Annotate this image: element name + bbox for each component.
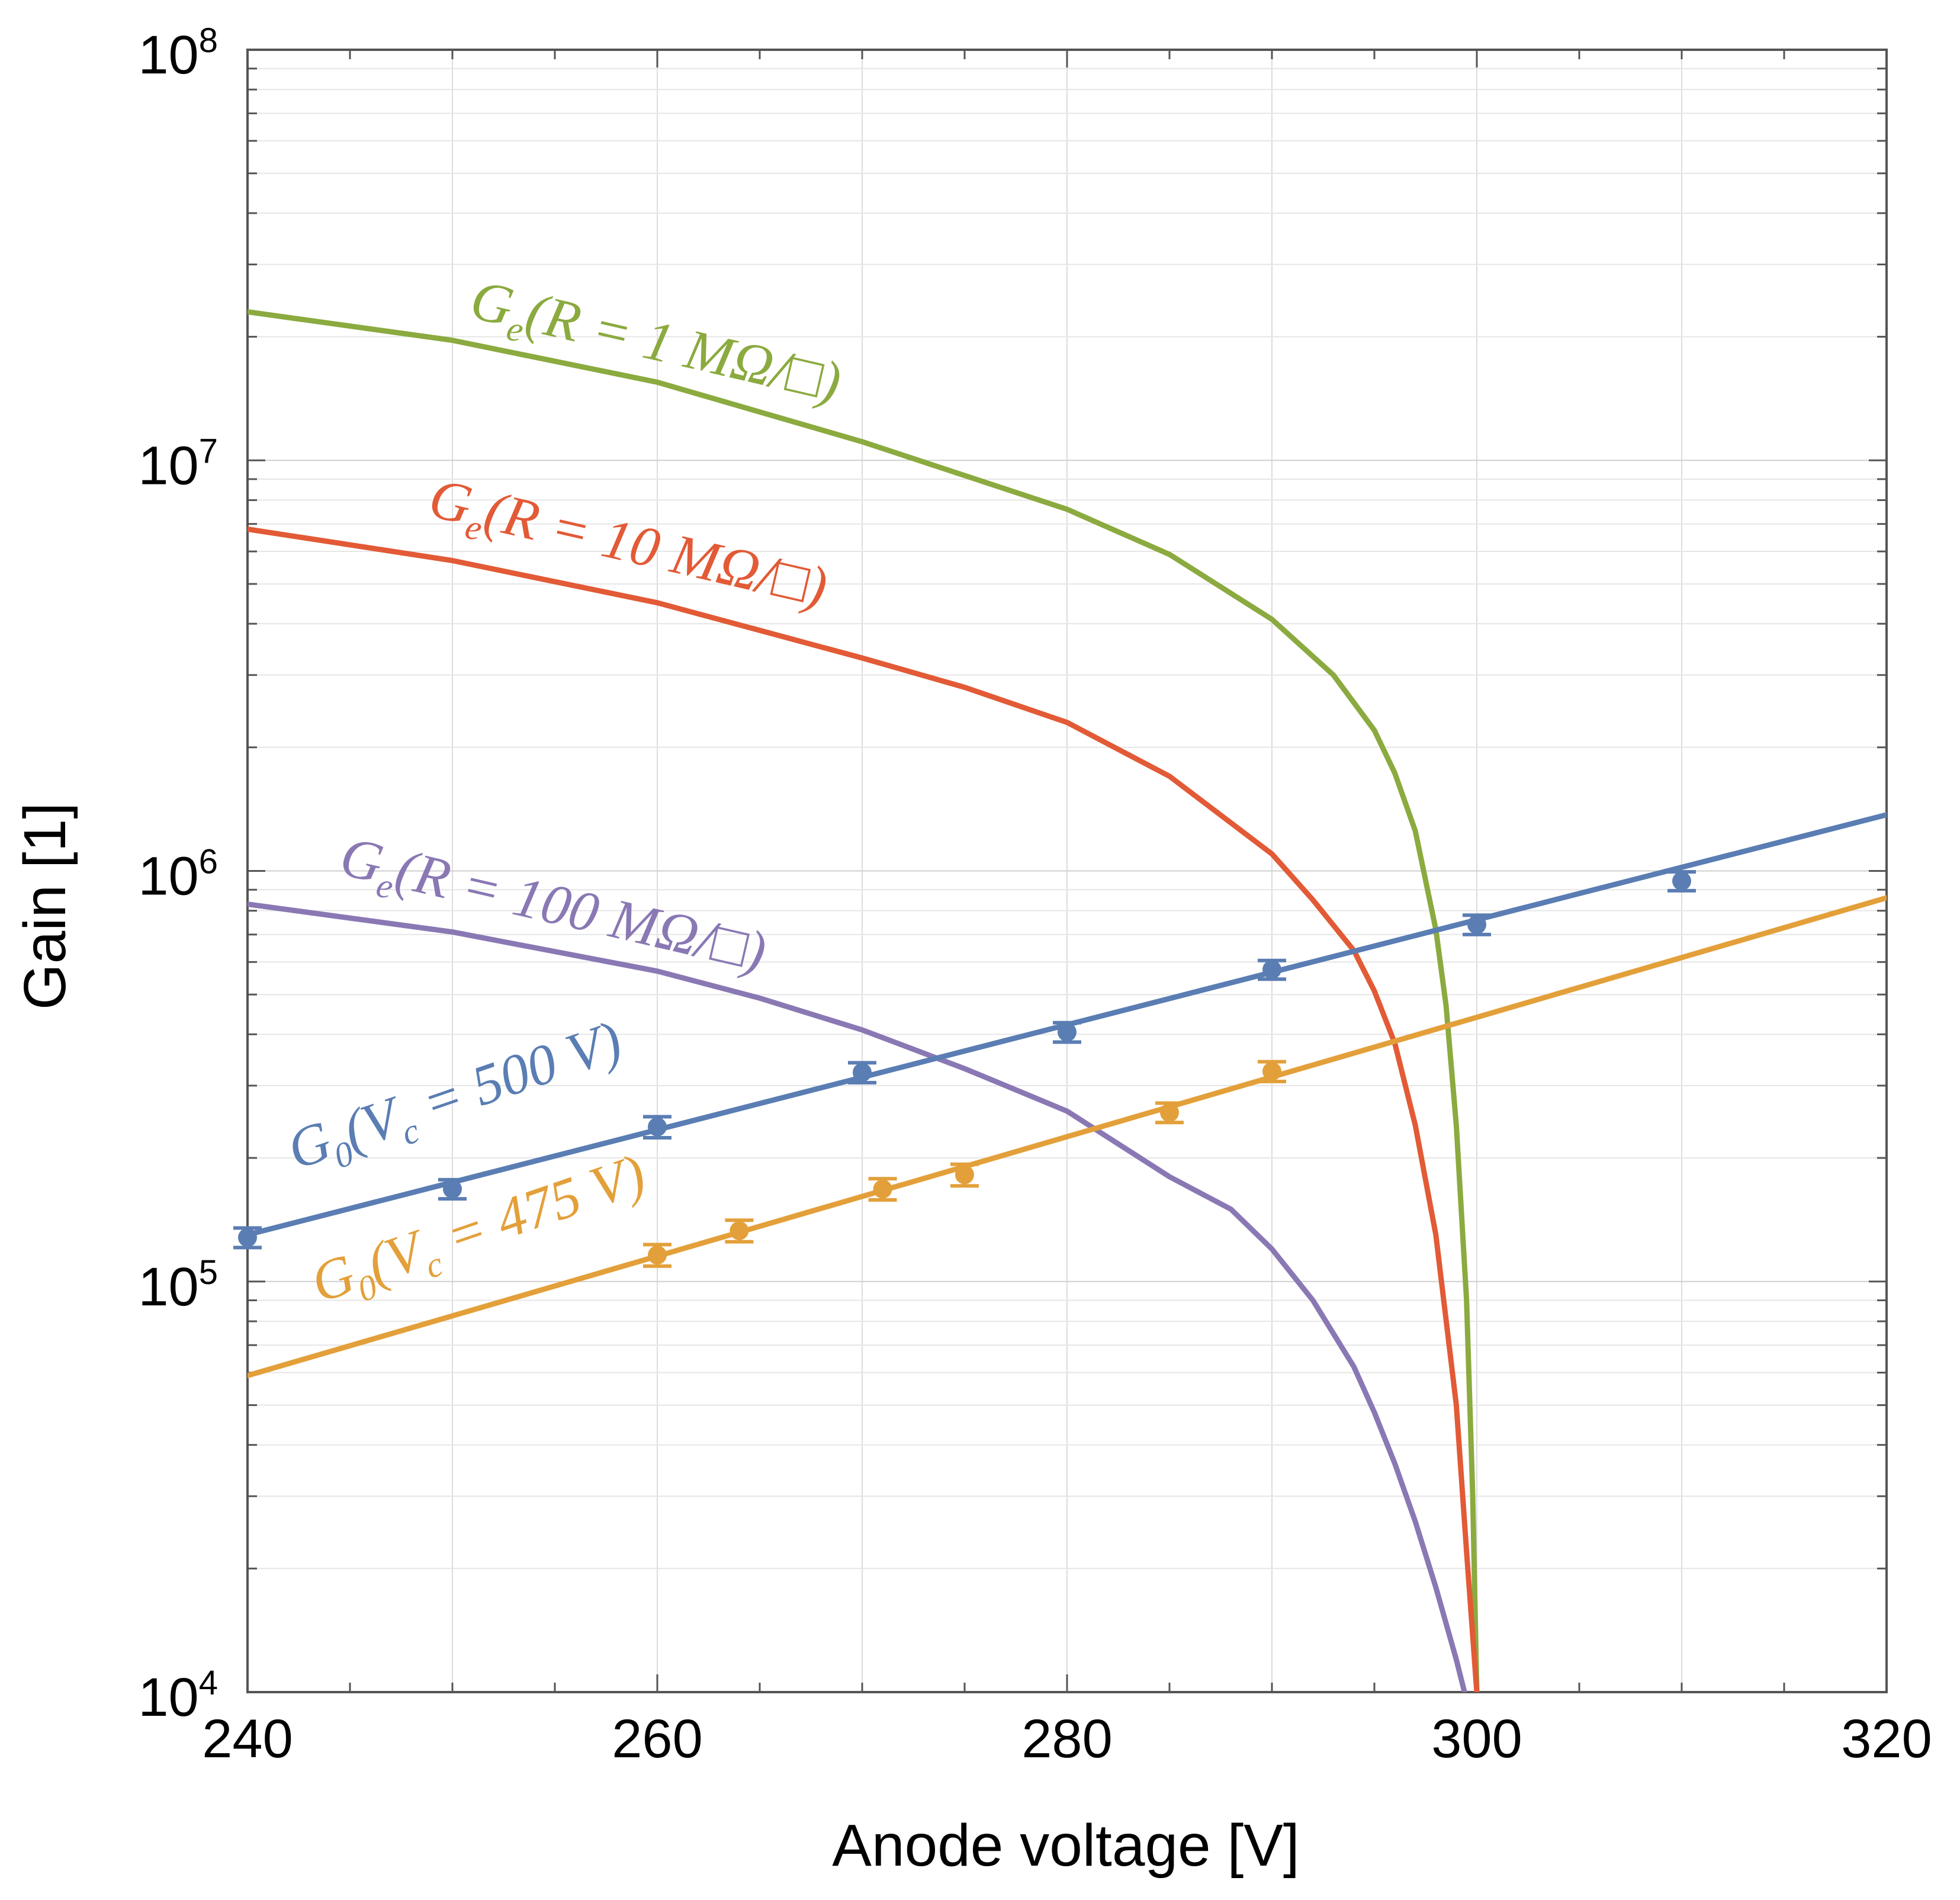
x-axis-title: Anode voltage [V]: [832, 1812, 1299, 1879]
curve-labels: Ge(R = 1 MΩ/□) Ge(R = 10 MΩ/□) Ge(R = 10…: [279, 267, 847, 1315]
data-point: [238, 1228, 257, 1247]
x-tick-label: 320: [1841, 1709, 1932, 1769]
y-tick-label: 105: [138, 1253, 218, 1317]
data-point: [443, 1179, 462, 1199]
data-point: [1467, 915, 1486, 935]
label-symbol: G: [279, 1108, 339, 1182]
data-point: [873, 1179, 892, 1199]
data-point: [1160, 1103, 1179, 1122]
label-text: (R = 1 MΩ/□): [520, 280, 847, 414]
y-tick-exponent: 7: [199, 432, 218, 470]
data-point: [1262, 1061, 1281, 1081]
y-axis-title: Gain [1]: [12, 803, 78, 1010]
x-tick-label: 300: [1431, 1709, 1522, 1769]
y-tick-exponent: 5: [199, 1253, 218, 1292]
data-point: [1672, 871, 1691, 891]
y-tick-base: 10: [138, 1667, 198, 1728]
data-points-layer: [233, 870, 1696, 1268]
label-text: (R = 100 MΩ/□): [390, 837, 772, 984]
label-ge-r10: Ge(R = 10 MΩ/□): [422, 466, 833, 627]
y-tick-base: 10: [138, 846, 198, 907]
y-tick-exponent: 4: [199, 1664, 218, 1702]
y-tick-base: 10: [138, 435, 198, 496]
data-point: [955, 1165, 974, 1185]
x-tick-label: 240: [202, 1709, 293, 1769]
series-line-Ge_R1: [248, 309, 1480, 1692]
series-line-Ge_R10: [248, 526, 1480, 1692]
y-tick-label: 108: [138, 21, 218, 85]
y-tick-label: 107: [138, 432, 218, 496]
data-point: [648, 1246, 667, 1265]
x-tick-label: 260: [612, 1709, 703, 1769]
y-tick-base: 10: [138, 1257, 198, 1317]
x-tick-labels: 240 260 280 300 320: [202, 1709, 1932, 1769]
data-point: [730, 1221, 749, 1240]
data-point: [1262, 960, 1281, 980]
series-line-Ge_R100: [248, 901, 1467, 1692]
label-text: (R = 10 MΩ/□): [479, 479, 833, 619]
data-point: [1058, 1022, 1077, 1042]
label-ge-r1: Ge(R = 1 MΩ/□): [463, 267, 847, 422]
label-ge-r100: Ge(R = 100 MΩ/□): [333, 824, 772, 991]
y-tick-label: 104: [138, 1664, 218, 1728]
y-tick-exponent: 6: [199, 843, 218, 881]
y-tick-base: 10: [138, 25, 198, 85]
x-tick-label: 280: [1021, 1709, 1113, 1769]
series-line-G0_Vc475: [248, 895, 1887, 1379]
y-tick-exponent: 8: [199, 21, 218, 60]
data-point: [648, 1117, 667, 1137]
grid: [248, 50, 1887, 1692]
axis-ticks: [246, 50, 1888, 1693]
data-point: [853, 1063, 872, 1082]
y-tick-label: 106: [138, 843, 218, 907]
label-symbol: G: [303, 1241, 362, 1315]
label-tail: = 500 V): [401, 1008, 629, 1140]
y-tick-labels: 104 105 106 107 108: [138, 21, 218, 1728]
